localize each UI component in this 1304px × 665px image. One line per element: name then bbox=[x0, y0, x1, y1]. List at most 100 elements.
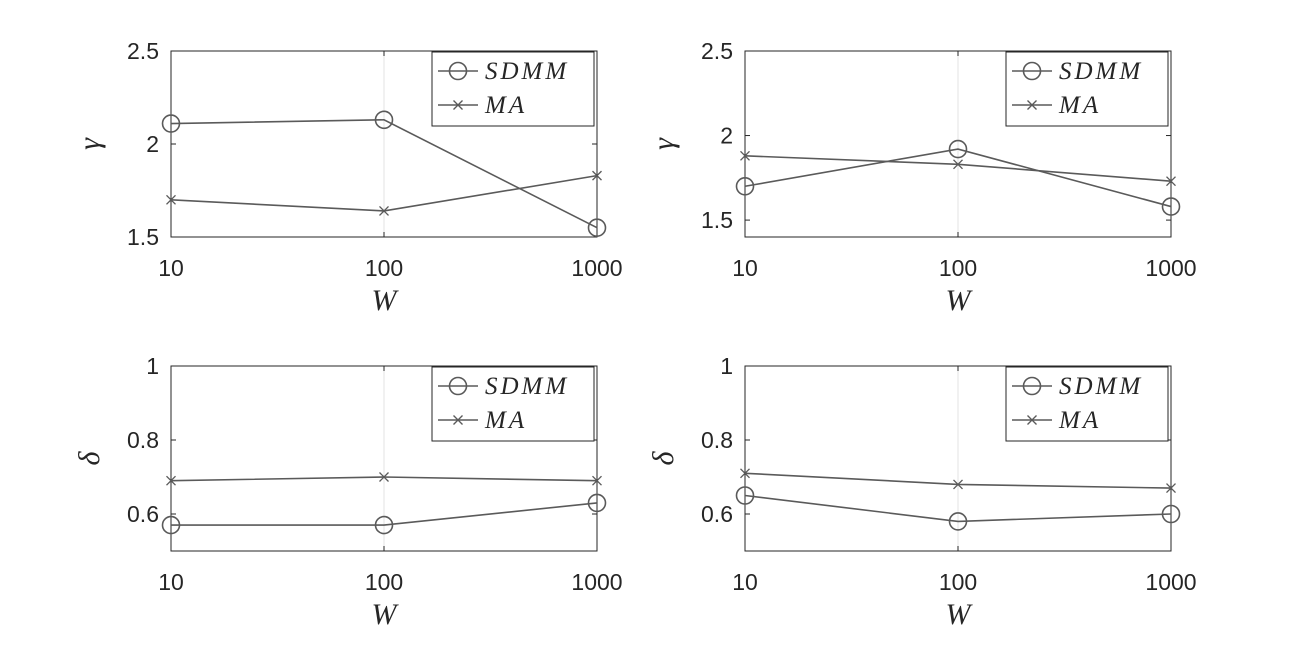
y-tick-label: 2.5 bbox=[701, 38, 733, 64]
series-ma bbox=[166, 170, 602, 216]
legend-marker-circle bbox=[448, 376, 468, 396]
series-line bbox=[744, 148, 1172, 208]
data-point-circle bbox=[1161, 197, 1181, 216]
x-tick-label: 1000 bbox=[571, 255, 622, 281]
x-axis-label: W bbox=[372, 598, 400, 631]
data-point-circle bbox=[374, 515, 394, 535]
x-tick-label: 10 bbox=[732, 255, 758, 281]
x-tick-label: 10 bbox=[732, 569, 758, 595]
panel-3: 10 100 1000 0.6 0.8 1 Wδ SDMM MA bbox=[73, 353, 623, 631]
cross-stroke bbox=[740, 150, 750, 161]
legend-marker-cross bbox=[453, 100, 463, 110]
legend-box bbox=[1005, 51, 1169, 127]
data-point-circle bbox=[587, 218, 607, 237]
cross-stroke bbox=[379, 472, 389, 482]
y-tick-label: 2 bbox=[146, 131, 159, 157]
legend-marker-cross bbox=[1027, 415, 1037, 425]
data-point-cross bbox=[1166, 483, 1176, 494]
legend-label: MA bbox=[484, 407, 527, 434]
cross-stroke bbox=[953, 159, 963, 170]
series-line bbox=[170, 119, 598, 229]
y-tick-label: 0.8 bbox=[701, 427, 733, 453]
series-sdmm bbox=[735, 486, 1181, 531]
x-tick-label: 100 bbox=[365, 569, 403, 595]
data-point-cross bbox=[166, 194, 176, 205]
legend-box bbox=[431, 366, 595, 442]
legend-label: MA bbox=[484, 92, 527, 119]
y-axis-label: δ bbox=[647, 450, 680, 465]
x-tick-label: 10 bbox=[158, 255, 184, 281]
legend: SDMM MA bbox=[1005, 366, 1169, 442]
legend-label: MA bbox=[1058, 407, 1101, 434]
y-tick-label: 2.5 bbox=[127, 38, 159, 64]
legend-label: SDMM bbox=[1059, 373, 1143, 400]
legend: SDMM MA bbox=[431, 51, 595, 127]
legend-marker-circle bbox=[1022, 61, 1042, 81]
cross-stroke bbox=[592, 475, 602, 486]
data-point-cross bbox=[592, 475, 602, 486]
x-axis-label: W bbox=[946, 284, 974, 317]
x-axis-label: W bbox=[372, 284, 400, 317]
panel-2: 10 100 1000 1.5 2 2.5 Wγ SDMM MA bbox=[647, 38, 1197, 317]
cross-stroke bbox=[592, 170, 602, 181]
legend-label: MA bbox=[1058, 92, 1101, 119]
data-point-circle bbox=[735, 486, 755, 505]
cross-stroke bbox=[166, 475, 176, 486]
y-tick-label: 2 bbox=[720, 123, 733, 149]
data-point-cross bbox=[592, 170, 602, 181]
data-point-circle bbox=[161, 515, 181, 535]
data-point-cross bbox=[740, 150, 750, 161]
data-point-circle bbox=[735, 176, 755, 196]
series-ma bbox=[166, 472, 602, 486]
x-tick-label: 1000 bbox=[571, 569, 622, 595]
x-tick-label: 1000 bbox=[1145, 255, 1196, 281]
data-point-circle bbox=[161, 114, 181, 133]
legend-marker-circle bbox=[1022, 376, 1042, 396]
data-point-cross bbox=[1166, 176, 1176, 187]
panel-4: 10 100 1000 0.6 0.8 1 Wδ SDMM MA bbox=[647, 353, 1197, 631]
legend-label: SDMM bbox=[1059, 58, 1143, 85]
x-tick-label: 10 bbox=[158, 569, 184, 595]
legend: SDMM MA bbox=[431, 366, 595, 442]
data-point-cross bbox=[740, 468, 750, 479]
legend-label: SDMM bbox=[485, 373, 569, 400]
y-axis-label: γ bbox=[647, 137, 680, 150]
series-ma bbox=[740, 150, 1176, 187]
legend-label: SDMM bbox=[485, 58, 569, 85]
cross-stroke bbox=[1166, 176, 1176, 187]
cross-stroke bbox=[740, 468, 750, 479]
data-point-circle bbox=[374, 110, 394, 130]
data-point-cross bbox=[953, 159, 963, 170]
series-ma bbox=[740, 468, 1176, 494]
y-tick-label: 1.5 bbox=[701, 207, 733, 233]
y-tick-label: 1.5 bbox=[127, 224, 159, 250]
legend: SDMM MA bbox=[1005, 51, 1169, 127]
data-point-circle bbox=[948, 139, 968, 159]
series-line bbox=[171, 502, 598, 526]
y-axis-label: γ bbox=[73, 137, 106, 150]
x-tick-label: 1000 bbox=[1145, 569, 1196, 595]
x-tick-label: 100 bbox=[939, 255, 977, 281]
series-sdmm bbox=[161, 110, 607, 237]
data-point-circle bbox=[948, 512, 968, 531]
y-axis-label: δ bbox=[73, 450, 106, 465]
data-point-circle bbox=[587, 493, 607, 513]
cross-stroke bbox=[379, 206, 389, 216]
series-sdmm bbox=[161, 493, 607, 535]
legend-box bbox=[1005, 366, 1169, 442]
data-point-cross bbox=[953, 479, 963, 490]
cross-stroke bbox=[1166, 483, 1176, 494]
y-tick-label: 1 bbox=[146, 353, 159, 379]
y-tick-label: 0.8 bbox=[127, 427, 159, 453]
data-point-circle bbox=[1161, 504, 1181, 524]
legend-marker-cross bbox=[1027, 100, 1037, 110]
series-sdmm bbox=[735, 139, 1181, 216]
cross-stroke bbox=[166, 194, 176, 205]
cross-stroke bbox=[953, 479, 963, 490]
data-point-cross bbox=[379, 472, 389, 482]
panel-1: 10 100 1000 1.5 2 2.5 Wγ SDMM MA bbox=[73, 38, 623, 317]
legend-box bbox=[431, 51, 595, 127]
series-line bbox=[744, 494, 1172, 523]
x-tick-label: 100 bbox=[365, 255, 403, 281]
